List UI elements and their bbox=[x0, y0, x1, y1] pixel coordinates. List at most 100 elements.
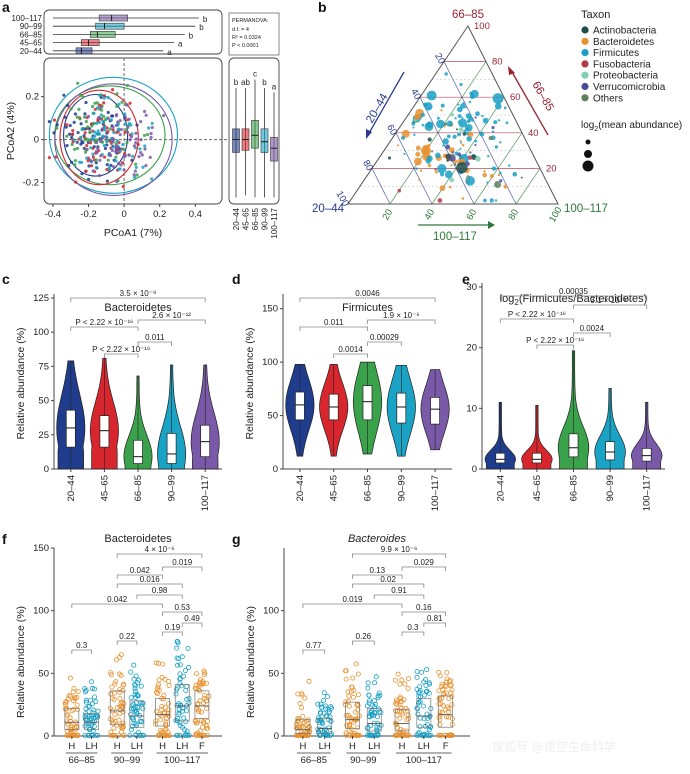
comparison-label: 0.011 bbox=[145, 333, 165, 342]
taxon-point bbox=[467, 120, 470, 123]
sample-point bbox=[91, 723, 97, 729]
sample-point bbox=[318, 727, 324, 733]
y-tick-label: 50 bbox=[267, 411, 278, 422]
sample-point bbox=[73, 147, 77, 151]
comparison-label: 0.13 bbox=[369, 566, 385, 575]
legend-label: Actinobacteria bbox=[593, 26, 657, 37]
y-tick-label: 0 bbox=[273, 464, 278, 475]
tick-left: 40 bbox=[408, 87, 423, 102]
taxon-point bbox=[449, 177, 455, 183]
sample-point bbox=[82, 713, 88, 719]
taxon-point bbox=[512, 171, 518, 177]
sample-point bbox=[73, 163, 77, 167]
sample-point bbox=[111, 128, 115, 132]
sample-point bbox=[116, 732, 122, 738]
pcoa-frame bbox=[43, 57, 223, 205]
sample-point bbox=[108, 672, 114, 678]
sample-point bbox=[144, 163, 148, 168]
sample-point bbox=[82, 115, 87, 119]
comparison-bracket bbox=[536, 344, 574, 349]
sample-point bbox=[92, 111, 96, 115]
comparison-label: 1.9 × 10⁻⁶ bbox=[383, 311, 420, 320]
x-tick-label: LH bbox=[319, 741, 331, 752]
sample-point bbox=[321, 690, 327, 696]
sample-point bbox=[73, 159, 77, 163]
comparison-bracket bbox=[352, 640, 375, 645]
sample-point bbox=[86, 704, 92, 710]
sample-point bbox=[153, 660, 159, 666]
sample-point bbox=[121, 143, 125, 147]
sample-point bbox=[351, 732, 357, 738]
sample-point bbox=[203, 698, 209, 704]
sample-point bbox=[79, 122, 83, 126]
y-tick-label: 100 bbox=[262, 357, 278, 368]
sample-point bbox=[421, 716, 427, 722]
taxon-point bbox=[444, 122, 448, 126]
sample-point bbox=[449, 702, 455, 708]
taxon-point bbox=[468, 100, 472, 104]
sample-point bbox=[417, 724, 423, 730]
sample-point bbox=[123, 130, 127, 134]
sample-point bbox=[162, 705, 168, 711]
x-tick-label: 45–65 bbox=[532, 475, 543, 501]
sample-point bbox=[201, 668, 207, 674]
taxon-point bbox=[448, 185, 452, 189]
sample-point bbox=[295, 691, 301, 697]
taxon-point bbox=[413, 114, 420, 121]
panel-label-b: b bbox=[318, 0, 327, 15]
comparison-label: 0.91 bbox=[391, 586, 407, 595]
x-tick-label: 20–44 bbox=[66, 475, 77, 501]
sample-point bbox=[114, 141, 118, 145]
panel-d: d Firmicutes 0 50 100 150 Relative abundance (… bbox=[232, 271, 452, 511]
sample-point bbox=[159, 703, 165, 709]
panel-label-g: g bbox=[232, 531, 241, 547]
sample-point bbox=[80, 127, 84, 131]
x-tick-label: F bbox=[443, 741, 449, 752]
box bbox=[65, 409, 76, 448]
axis-arrow-right bbox=[511, 71, 549, 136]
legend-swatch bbox=[581, 26, 589, 34]
sample-point bbox=[369, 711, 375, 717]
sample-point bbox=[139, 732, 145, 738]
taxon-point bbox=[424, 102, 433, 111]
taxon-point bbox=[505, 121, 509, 125]
sample-point bbox=[52, 131, 56, 135]
sample-point bbox=[399, 677, 405, 683]
sample-point bbox=[67, 163, 71, 168]
taxon-point bbox=[494, 199, 498, 202]
sample-point bbox=[103, 128, 107, 132]
taxon-point bbox=[396, 144, 400, 147]
sample-point bbox=[423, 689, 429, 695]
taxon-point bbox=[493, 120, 498, 125]
box bbox=[394, 709, 410, 732]
permanova-header: PERMANOVA: bbox=[232, 18, 269, 24]
sample-point bbox=[123, 115, 127, 119]
box bbox=[133, 439, 143, 464]
side-box-frame bbox=[228, 57, 280, 205]
sample-point bbox=[437, 709, 443, 715]
y-tick-label: 150 bbox=[33, 543, 49, 554]
permanova-line: R² = 0.0324 bbox=[232, 35, 261, 41]
sample-point bbox=[177, 680, 183, 686]
sample-point bbox=[94, 158, 98, 162]
sample-point bbox=[122, 168, 126, 172]
sample-point bbox=[70, 135, 74, 140]
comparison-bracket bbox=[401, 611, 447, 616]
taxon-point bbox=[440, 103, 445, 108]
taxon-point bbox=[427, 163, 432, 168]
sample-point bbox=[93, 107, 97, 112]
sample-point bbox=[366, 692, 372, 698]
sample-point bbox=[77, 160, 82, 164]
sample-point bbox=[354, 725, 360, 731]
ternary-frame bbox=[347, 25, 559, 205]
sample-point bbox=[156, 682, 162, 688]
taxon-point bbox=[487, 155, 490, 158]
taxon-point bbox=[450, 112, 455, 117]
sample-point bbox=[68, 132, 72, 136]
side-box bbox=[260, 128, 269, 153]
sample-point bbox=[98, 116, 102, 121]
taxon-point bbox=[430, 150, 434, 153]
x-tick-label: H bbox=[299, 741, 306, 752]
sample-point bbox=[203, 680, 209, 686]
sample-point bbox=[108, 729, 114, 735]
